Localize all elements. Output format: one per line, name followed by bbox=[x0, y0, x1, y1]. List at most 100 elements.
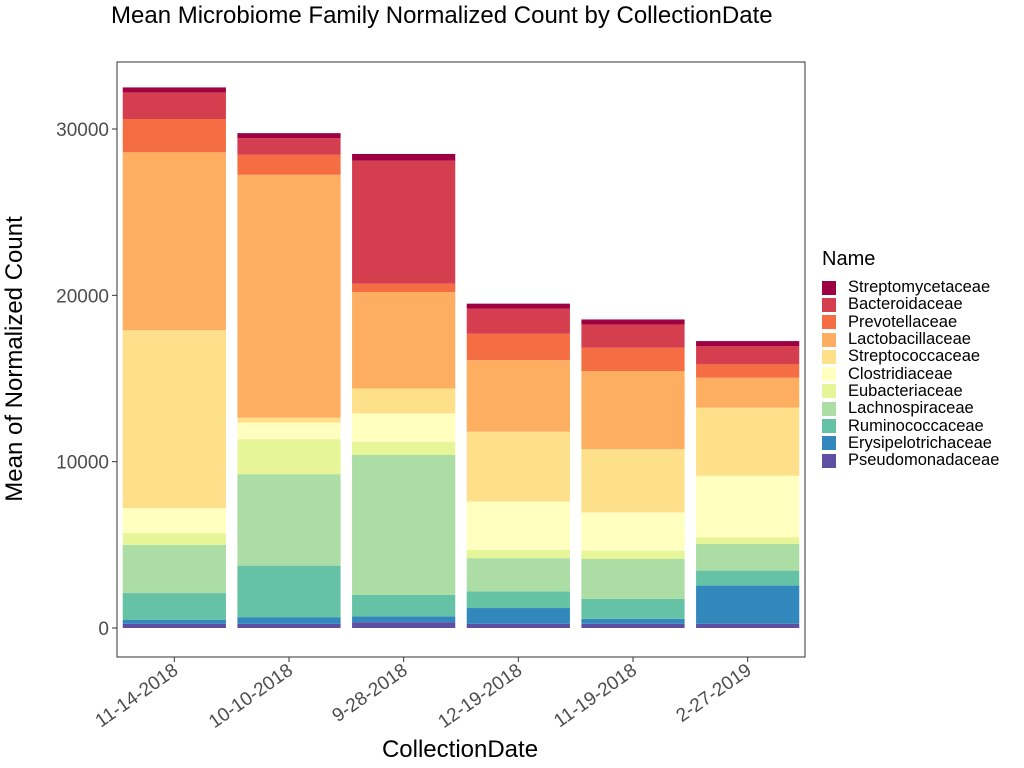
legend-label: Erysipelotrichaceae bbox=[848, 433, 992, 452]
y-tick-label: 20000 bbox=[56, 286, 109, 307]
y-tick-label: 10000 bbox=[56, 453, 109, 474]
x-tick-label: 10-10-2018 bbox=[205, 660, 297, 733]
bar-segment-streptomycetaceae-12-19-2018 bbox=[466, 303, 570, 309]
bar-segment-lachnospiraceae-9-28-2018 bbox=[352, 455, 456, 595]
bar-segment-streptomycetaceae-11-14-2018 bbox=[122, 87, 226, 93]
bar-segment-clostridiaceae-2-27-2019 bbox=[696, 475, 800, 538]
bar-segment-streptococcaceae-12-19-2018 bbox=[466, 431, 570, 502]
bar-segment-streptomycetaceae-10-10-2018 bbox=[237, 133, 341, 139]
legend-label: Eubacteriaceae bbox=[848, 381, 963, 400]
legend-item-lactobacillaceae: Lactobacillaceae bbox=[822, 330, 999, 349]
bar-segment-streptococcaceae-2-27-2019 bbox=[696, 407, 800, 476]
legend-label: Pseudomonadaceae bbox=[848, 451, 1000, 470]
bar-segment-pseudomonadaceae-11-19-2018 bbox=[581, 623, 685, 628]
legend-label: Clostridiaceae bbox=[848, 364, 953, 383]
chart-title: Mean Microbiome Family Normalized Count … bbox=[111, 2, 773, 29]
bar-segment-pseudomonadaceae-10-10-2018 bbox=[237, 623, 341, 628]
bar-segment-eubacteriaceae-9-28-2018 bbox=[352, 441, 456, 456]
x-tick-label: 2-27-2019 bbox=[673, 660, 756, 727]
legend-item-streptomycetaceae: Streptomycetaceae bbox=[822, 278, 999, 296]
legend-swatch bbox=[822, 332, 836, 347]
bar-segment-streptococcaceae-10-10-2018 bbox=[237, 417, 341, 423]
bar-segment-streptomycetaceae-11-19-2018 bbox=[581, 319, 685, 325]
bar-segment-ruminococcaceae-11-14-2018 bbox=[122, 593, 226, 620]
bar-segment-clostridiaceae-10-10-2018 bbox=[237, 422, 341, 440]
legend-item-pseudomonadaceae: Pseudomonadaceae bbox=[822, 451, 1000, 470]
bar-segment-lactobacillaceae-11-14-2018 bbox=[122, 152, 226, 331]
bar-segment-pseudomonadaceae-12-19-2018 bbox=[466, 623, 570, 628]
bar-segment-bacteroidaceae-12-19-2018 bbox=[466, 308, 570, 334]
bar-segment-erysipelotrichaceae-2-27-2019 bbox=[696, 585, 800, 624]
bar-segment-lachnospiraceae-10-10-2018 bbox=[237, 474, 341, 566]
bar-segment-lactobacillaceae-9-28-2018 bbox=[352, 292, 456, 389]
bar-segment-eubacteriaceae-11-14-2018 bbox=[122, 533, 226, 545]
bar-segment-lachnospiraceae-12-19-2018 bbox=[466, 558, 570, 592]
legend-item-clostridiaceae: Clostridiaceae bbox=[822, 364, 999, 383]
legend-item-ruminococcaceae: Ruminococcaceae bbox=[822, 417, 999, 435]
bar-segment-lactobacillaceae-10-10-2018 bbox=[237, 174, 341, 418]
x-tick-label: 11-14-2018 bbox=[92, 660, 183, 732]
legend-label: Lachnospiraceae bbox=[848, 399, 974, 418]
bar-segment-streptococcaceae-11-14-2018 bbox=[122, 330, 226, 509]
legend-item-lachnospiraceae: Lachnospiraceae bbox=[822, 399, 999, 418]
bar-segment-clostridiaceae-9-28-2018 bbox=[352, 413, 456, 442]
bar-segment-pseudomonadaceae-2-27-2019 bbox=[696, 623, 800, 628]
legend-item-bacteroidaceae: Bacteroidaceae bbox=[822, 295, 999, 314]
bar-segment-streptococcaceae-9-28-2018 bbox=[352, 388, 456, 414]
x-axis: 11-14-2018 10-10-2018 9-28-2018 12-19-2018 1… bbox=[92, 657, 756, 733]
bar-segment-prevotellaceae-12-19-2018 bbox=[466, 333, 570, 361]
legend-swatch bbox=[822, 297, 836, 312]
legend-swatch bbox=[822, 436, 836, 451]
legend-label: Lactobacillaceae bbox=[848, 330, 971, 349]
legend-label: Prevotellaceae bbox=[848, 312, 958, 331]
bar-segment-lachnospiraceae-2-27-2019 bbox=[696, 544, 800, 571]
bar-segment-lactobacillaceae-12-19-2018 bbox=[466, 360, 570, 432]
y-tick-label: 0 bbox=[98, 619, 109, 640]
bar-segment-clostridiaceae-12-19-2018 bbox=[466, 501, 570, 550]
legend-label: Bacteroidaceae bbox=[848, 295, 963, 314]
bar-segment-prevotellaceae-9-28-2018 bbox=[352, 283, 456, 293]
bar-segment-ruminococcaceae-10-10-2018 bbox=[237, 565, 341, 618]
bar-segment-lachnospiraceae-11-14-2018 bbox=[122, 544, 226, 594]
bar-segment-lactobacillaceae-11-19-2018 bbox=[581, 371, 685, 450]
bar-segment-eubacteriaceae-12-19-2018 bbox=[466, 549, 570, 559]
bar-segment-bacteroidaceae-9-28-2018 bbox=[352, 160, 456, 284]
bar-segment-erysipelotrichaceae-12-19-2018 bbox=[466, 608, 570, 624]
bar-segment-lactobacillaceae-2-27-2019 bbox=[696, 377, 800, 408]
x-tick-label: 12-19-2018 bbox=[435, 660, 527, 733]
legend-swatch bbox=[822, 315, 836, 330]
bar-segment-prevotellaceae-11-19-2018 bbox=[581, 347, 685, 372]
legend-title: Name bbox=[822, 248, 876, 270]
bar-segment-ruminococcaceae-11-19-2018 bbox=[581, 598, 685, 619]
bar-segment-ruminococcaceae-2-27-2019 bbox=[696, 570, 800, 586]
bar-segment-lachnospiraceae-11-19-2018 bbox=[581, 558, 685, 599]
plot-panel-border bbox=[116, 61, 806, 658]
bar-segment-ruminococcaceae-12-19-2018 bbox=[466, 591, 570, 609]
legend-item-eubacteriaceae: Eubacteriaceae bbox=[822, 381, 999, 400]
bar-segment-clostridiaceae-11-14-2018 bbox=[122, 508, 226, 534]
bar-segment-streptomycetaceae-9-28-2018 bbox=[352, 153, 456, 161]
legend-swatch bbox=[822, 419, 836, 434]
bars-layer bbox=[122, 87, 800, 628]
bar-segment-prevotellaceae-2-27-2019 bbox=[696, 364, 800, 378]
bar-segment-bacteroidaceae-2-27-2019 bbox=[696, 346, 800, 365]
x-axis-title: CollectionDate bbox=[382, 736, 538, 763]
bar-segment-erysipelotrichaceae-9-28-2018 bbox=[352, 616, 456, 623]
bar-segment-bacteroidaceae-11-14-2018 bbox=[122, 92, 226, 120]
bar-segment-bacteroidaceae-10-10-2018 bbox=[237, 138, 341, 155]
bar-segment-bacteroidaceae-11-19-2018 bbox=[581, 324, 685, 348]
bar-segment-erysipelotrichaceae-11-14-2018 bbox=[122, 619, 226, 624]
legend-swatch bbox=[822, 367, 836, 382]
bar-segment-pseudomonadaceae-11-14-2018 bbox=[122, 623, 226, 628]
bar-segment-prevotellaceae-11-14-2018 bbox=[122, 119, 226, 153]
bar-segment-clostridiaceae-11-19-2018 bbox=[581, 512, 685, 551]
legend-item-prevotellaceae: Prevotellaceae bbox=[822, 312, 999, 331]
y-axis: 0 10000 20000 30000 bbox=[56, 120, 117, 640]
legend-item-erysipelotrichaceae: Erysipelotrichaceae bbox=[822, 433, 999, 452]
legend-items: Streptomycetaceae Bacteroidaceae Prevotell… bbox=[822, 278, 1000, 470]
x-tick-label: 9-28-2018 bbox=[329, 660, 412, 727]
legend-swatch bbox=[822, 349, 836, 364]
y-axis-title: Mean of Normalized Count bbox=[1, 216, 28, 502]
bar-segment-eubacteriaceae-10-10-2018 bbox=[237, 439, 341, 475]
